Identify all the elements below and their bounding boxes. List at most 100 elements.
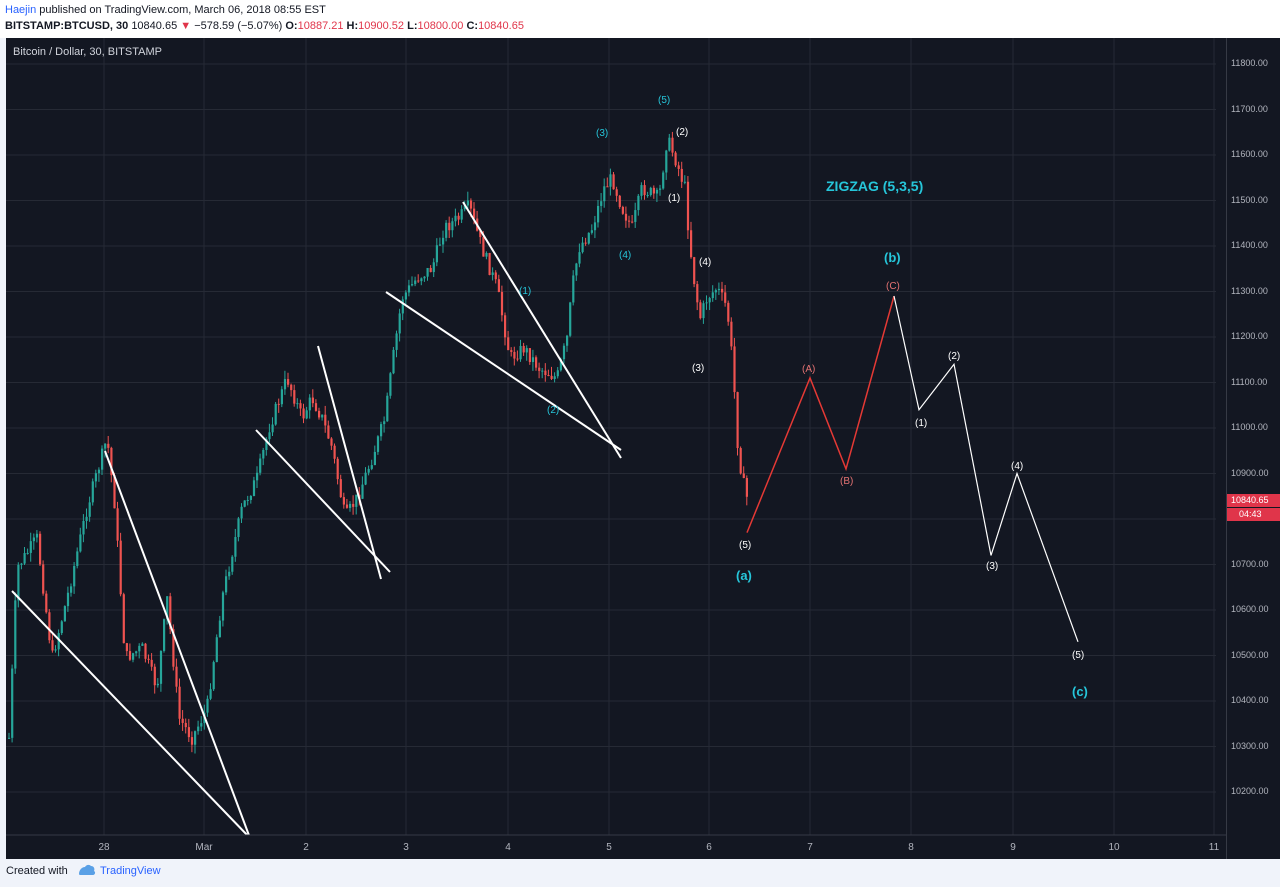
- grid: [6, 38, 1216, 835]
- candle: [448, 216, 451, 239]
- candle: [364, 467, 367, 486]
- wave-label-white-2a: (2): [676, 127, 688, 138]
- trendline-lower-3[interactable]: [385, 291, 622, 451]
- candle: [349, 501, 352, 512]
- candle: [581, 236, 584, 254]
- candle: [727, 300, 730, 326]
- trendline-upper-1[interactable]: [104, 450, 251, 839]
- candle: [566, 334, 569, 352]
- candle: [717, 282, 721, 295]
- candle: [156, 678, 159, 688]
- candle: [634, 202, 637, 228]
- candle: [696, 281, 699, 311]
- candle: [711, 285, 714, 302]
- price-tick-label: 11800.00: [1231, 58, 1268, 68]
- candle: [141, 642, 144, 646]
- candle: [643, 180, 646, 200]
- trendline-lower-1[interactable]: [11, 590, 251, 839]
- candlesticks: [8, 131, 748, 754]
- candle: [376, 435, 380, 455]
- candle: [420, 277, 423, 286]
- candle: [26, 548, 29, 555]
- ohlc-low: L:10800.00: [407, 20, 466, 32]
- candle: [107, 435, 110, 454]
- candle: [308, 394, 311, 419]
- candle: [665, 149, 668, 180]
- candle: [181, 710, 184, 731]
- candle: [361, 476, 364, 499]
- time-tick-label: 6: [706, 842, 712, 853]
- candle: [411, 276, 414, 287]
- candle: [32, 533, 35, 550]
- author-link[interactable]: Haejin: [5, 4, 37, 16]
- ohlc-close-value: 10840.65: [478, 20, 524, 32]
- abc-projection-path[interactable]: [746, 295, 895, 533]
- price-chart[interactable]: Bitcoin / Dollar, 30, BITSTAMP ZIGZAG (5…: [6, 38, 1226, 859]
- price-tick-label: 10400.00: [1231, 695, 1269, 705]
- candle: [194, 730, 197, 754]
- wave-label-white-4a: (4): [699, 257, 711, 268]
- candle: [392, 346, 395, 375]
- candle: [79, 527, 82, 553]
- tradingview-link[interactable]: TradingView: [100, 865, 161, 877]
- chart-legend-title: Bitcoin / Dollar, 30, BITSTAMP: [13, 46, 162, 58]
- candle: [686, 176, 690, 239]
- price-change: −578.59 (−5.07%): [194, 20, 283, 32]
- time-axis[interactable]: 28 Mar 2 3 4 5 6 7 8 9 10 11: [6, 834, 1226, 859]
- candle: [500, 285, 504, 322]
- candle: [457, 212, 460, 226]
- candle: [85, 508, 88, 529]
- candle: [271, 417, 274, 437]
- trendline-upper-3[interactable]: [462, 201, 622, 459]
- tradingview-logo-icon[interactable]: [77, 861, 97, 881]
- created-with-text: Created with: [6, 865, 68, 877]
- candle: [628, 215, 631, 228]
- price-tick-label: 10300.00: [1231, 740, 1269, 751]
- candle: [531, 349, 535, 371]
- candle: [333, 443, 336, 464]
- candle: [262, 447, 265, 466]
- candle: [355, 494, 358, 515]
- candle: [417, 274, 420, 283]
- chart-header: Haejin published on TradingView.com, Mar…: [0, 0, 1280, 38]
- candle: [485, 251, 488, 260]
- candle: [231, 555, 234, 575]
- symbol-name[interactable]: BITSTAMP:BTCUSD, 30: [5, 20, 129, 32]
- trendlines[interactable]: [11, 201, 622, 839]
- candle: [125, 642, 128, 656]
- candle: [128, 643, 132, 662]
- ohlc-low-value: 10800.00: [417, 20, 464, 32]
- time-tick-label: 8: [908, 842, 914, 853]
- candle: [432, 258, 435, 278]
- impulse-projection-path[interactable]: [893, 295, 1079, 643]
- candle: [677, 161, 680, 177]
- candle: [70, 583, 73, 597]
- candle: [153, 663, 156, 694]
- time-tick-label: 10: [1108, 842, 1120, 853]
- candle: [401, 296, 404, 321]
- candle: [541, 367, 544, 379]
- candle: [91, 478, 94, 506]
- price-axis-panel[interactable]: 11800.00 11700.00 11600.00 11500.00 11400.00…: [1226, 38, 1280, 859]
- chart-panel[interactable]: Bitcoin / Dollar, 30, BITSTAMP ZIGZAG (5…: [6, 38, 1226, 859]
- candle: [318, 407, 321, 420]
- candle: [14, 592, 17, 674]
- candle: [39, 531, 42, 566]
- price-axis[interactable]: [1216, 38, 1226, 835]
- candle: [479, 230, 482, 244]
- trendline-upper-2[interactable]: [317, 345, 382, 580]
- candle: [494, 270, 497, 284]
- candle: [423, 276, 426, 282]
- candle: [395, 330, 398, 358]
- trendline-lower-2[interactable]: [255, 429, 391, 573]
- candle: [404, 290, 407, 307]
- price-tick-label: 11000.00: [1231, 422, 1268, 432]
- candle: [215, 634, 218, 663]
- candle: [212, 660, 215, 692]
- candle: [538, 362, 541, 379]
- candle: [445, 220, 448, 242]
- price-tick-label: 10700.00: [1231, 558, 1269, 569]
- candle: [57, 629, 60, 657]
- price-tick-label: 10200.00: [1231, 786, 1269, 796]
- candle: [23, 546, 26, 566]
